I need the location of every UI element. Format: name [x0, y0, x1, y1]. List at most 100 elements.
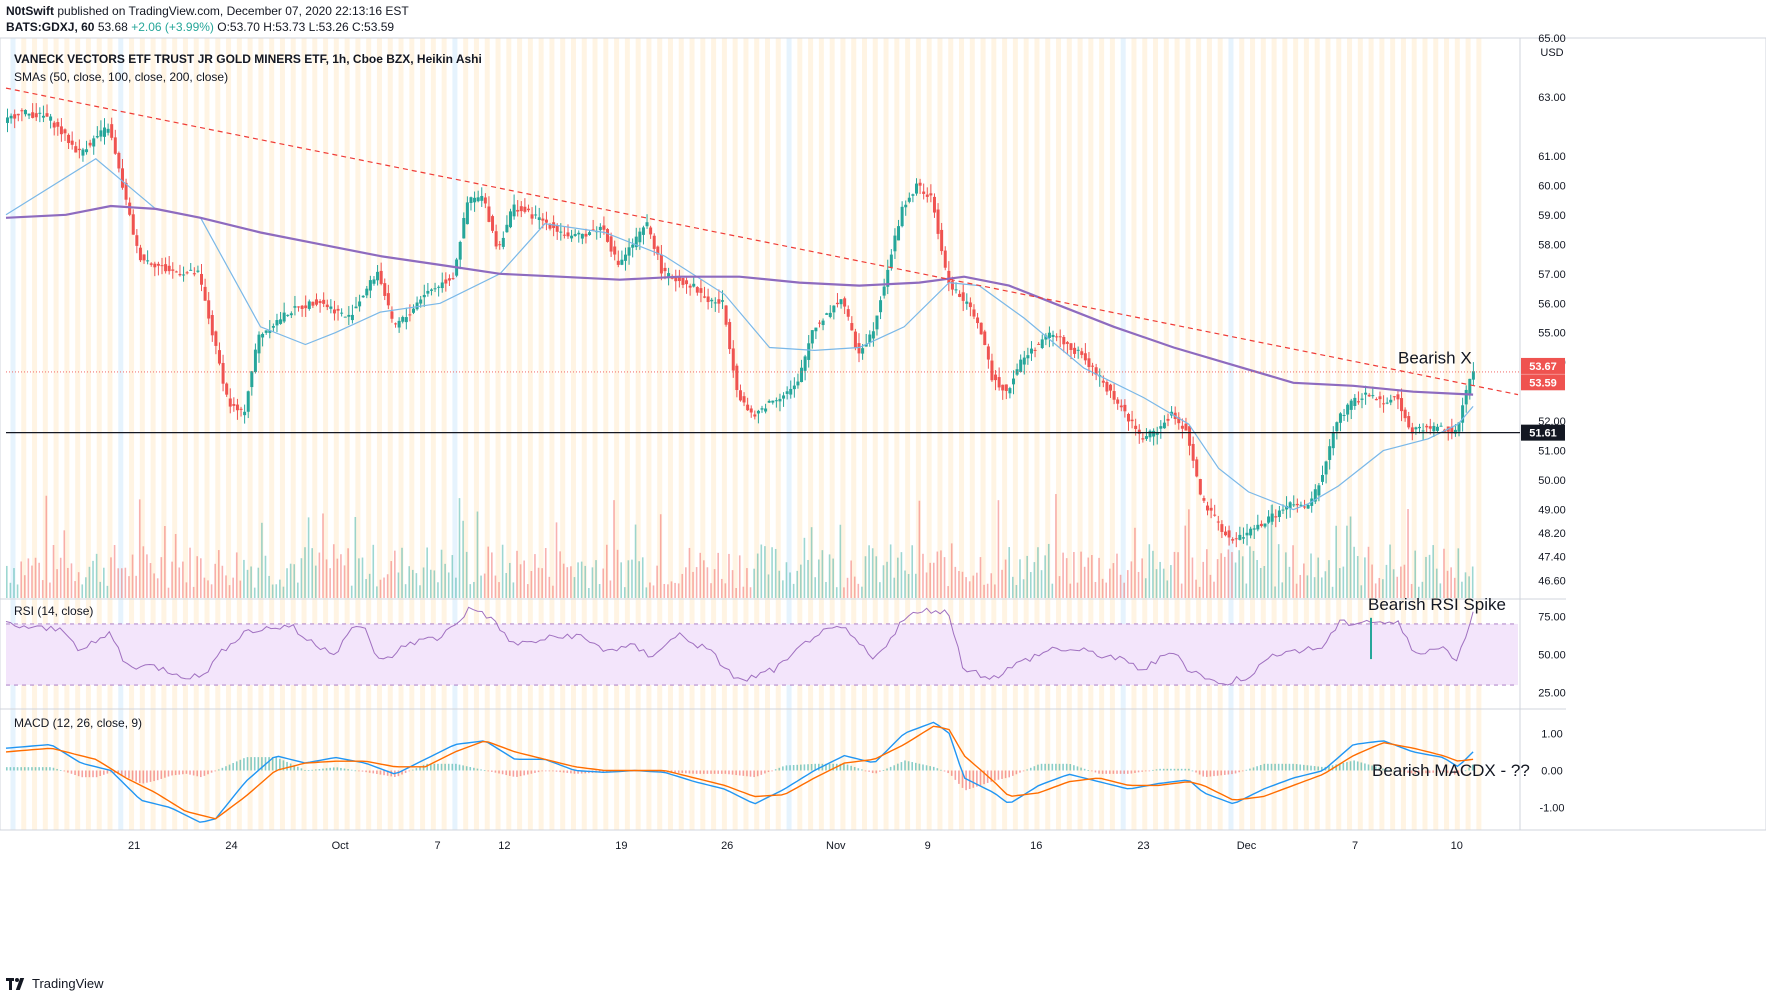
volume-bar: [1303, 563, 1305, 598]
volume-bar: [760, 544, 763, 598]
volume-bar: [710, 583, 712, 598]
volume-bar: [501, 544, 504, 598]
macd-hist-bar: [415, 768, 418, 771]
session-stripes: [10, 38, 1482, 830]
volume-bar: [221, 565, 224, 598]
macd-hist-bar: [897, 763, 899, 771]
price-tick-label: 60.00: [1538, 180, 1566, 192]
candle: [645, 222, 649, 227]
session-stripe: [452, 38, 458, 830]
session-stripe: [1196, 38, 1202, 830]
volume-bar: [365, 578, 367, 598]
volume-bar: [803, 537, 806, 598]
volume-bar: [13, 568, 15, 598]
volume-bar: [1435, 568, 1438, 598]
candle: [1435, 426, 1439, 431]
volume-bar: [796, 570, 799, 598]
volume-bar: [534, 554, 536, 598]
session-stripe: [764, 38, 770, 830]
candle: [38, 112, 42, 114]
candle: [738, 390, 742, 401]
candle: [437, 286, 441, 288]
macd-hist-bar: [1299, 764, 1302, 771]
candle: [746, 404, 750, 411]
volume-bar: [703, 560, 705, 598]
volume-bar: [580, 561, 583, 598]
macd-hist-bar: [182, 770, 184, 775]
macd-hist-bar: [1209, 770, 1212, 777]
macd-hist-bar: [789, 765, 791, 771]
price-tick-label: 59.00: [1538, 210, 1566, 222]
volume-bar: [1313, 577, 1316, 598]
author[interactable]: N0tSwift: [6, 4, 54, 18]
macd-hist-bar: [1008, 770, 1011, 778]
macd-hist-bar: [494, 770, 497, 773]
candle: [613, 246, 617, 255]
candle: [1349, 400, 1353, 410]
macd-hist-bar: [135, 770, 137, 782]
candle: [731, 348, 735, 371]
volume-bar: [720, 578, 723, 598]
volume-bar: [329, 568, 331, 598]
candle: [113, 137, 117, 154]
candle: [1403, 409, 1407, 419]
macd-hist-bar: [1342, 762, 1345, 771]
candle: [498, 244, 502, 246]
candle: [1116, 399, 1120, 404]
candle: [965, 301, 969, 304]
candle: [519, 206, 523, 212]
macd-hist-bar: [1101, 770, 1104, 774]
candle: [958, 293, 962, 297]
candle: [210, 315, 214, 336]
annotation-bearish-macdx: Bearish MACDX - ??: [1372, 761, 1530, 780]
session-stripe: [1444, 38, 1450, 830]
candle: [192, 273, 196, 275]
volume-bar: [386, 574, 389, 598]
macd-hist-bar: [609, 770, 612, 772]
candle: [128, 202, 132, 215]
volume-bar: [462, 520, 464, 598]
volume-bar: [1310, 553, 1312, 598]
volume-bar: [1037, 547, 1039, 598]
macd-hist-bar: [1371, 765, 1373, 771]
candle: [1055, 336, 1059, 338]
macd-hist-bar: [501, 770, 504, 775]
candle: [1378, 396, 1382, 400]
macd-hist-bar: [853, 767, 856, 771]
macd-hist-bar: [275, 757, 278, 771]
session-stripe: [32, 38, 38, 830]
macd-hist-bar: [210, 770, 213, 773]
macd-tick-label: 1.00: [1541, 728, 1562, 740]
session-stripe: [560, 38, 566, 830]
footer-brand[interactable]: TradingView: [32, 976, 104, 991]
volume-bar: [225, 575, 227, 598]
macd-hist-bar: [347, 769, 349, 771]
session-stripe: [959, 38, 965, 830]
price-label-box: [1521, 374, 1565, 391]
macd-hist-bar: [124, 770, 127, 777]
volume-bar: [1281, 582, 1284, 598]
macd-hist-bar: [537, 770, 540, 773]
session-stripe: [1411, 38, 1417, 830]
macd-hist-bar: [943, 770, 946, 772]
candle: [6, 117, 9, 123]
session-stripe: [290, 38, 296, 830]
candle: [509, 211, 513, 228]
session-stripe: [172, 38, 178, 830]
macd-hist-bar: [509, 770, 511, 776]
volume-bar: [782, 580, 784, 598]
macd-hist-bar: [473, 767, 475, 771]
macd-hist-bar: [246, 757, 249, 771]
session-stripe: [376, 38, 382, 830]
candle: [85, 149, 89, 153]
volume-bar: [904, 570, 906, 598]
macd-hist-bar: [900, 762, 903, 771]
volume-bar: [1119, 574, 1122, 598]
session-stripe: [538, 38, 544, 830]
volume-bar: [990, 573, 993, 598]
candle: [936, 209, 940, 234]
candle: [1065, 342, 1069, 344]
volume-bar: [92, 560, 94, 598]
volume-bar: [138, 499, 141, 598]
